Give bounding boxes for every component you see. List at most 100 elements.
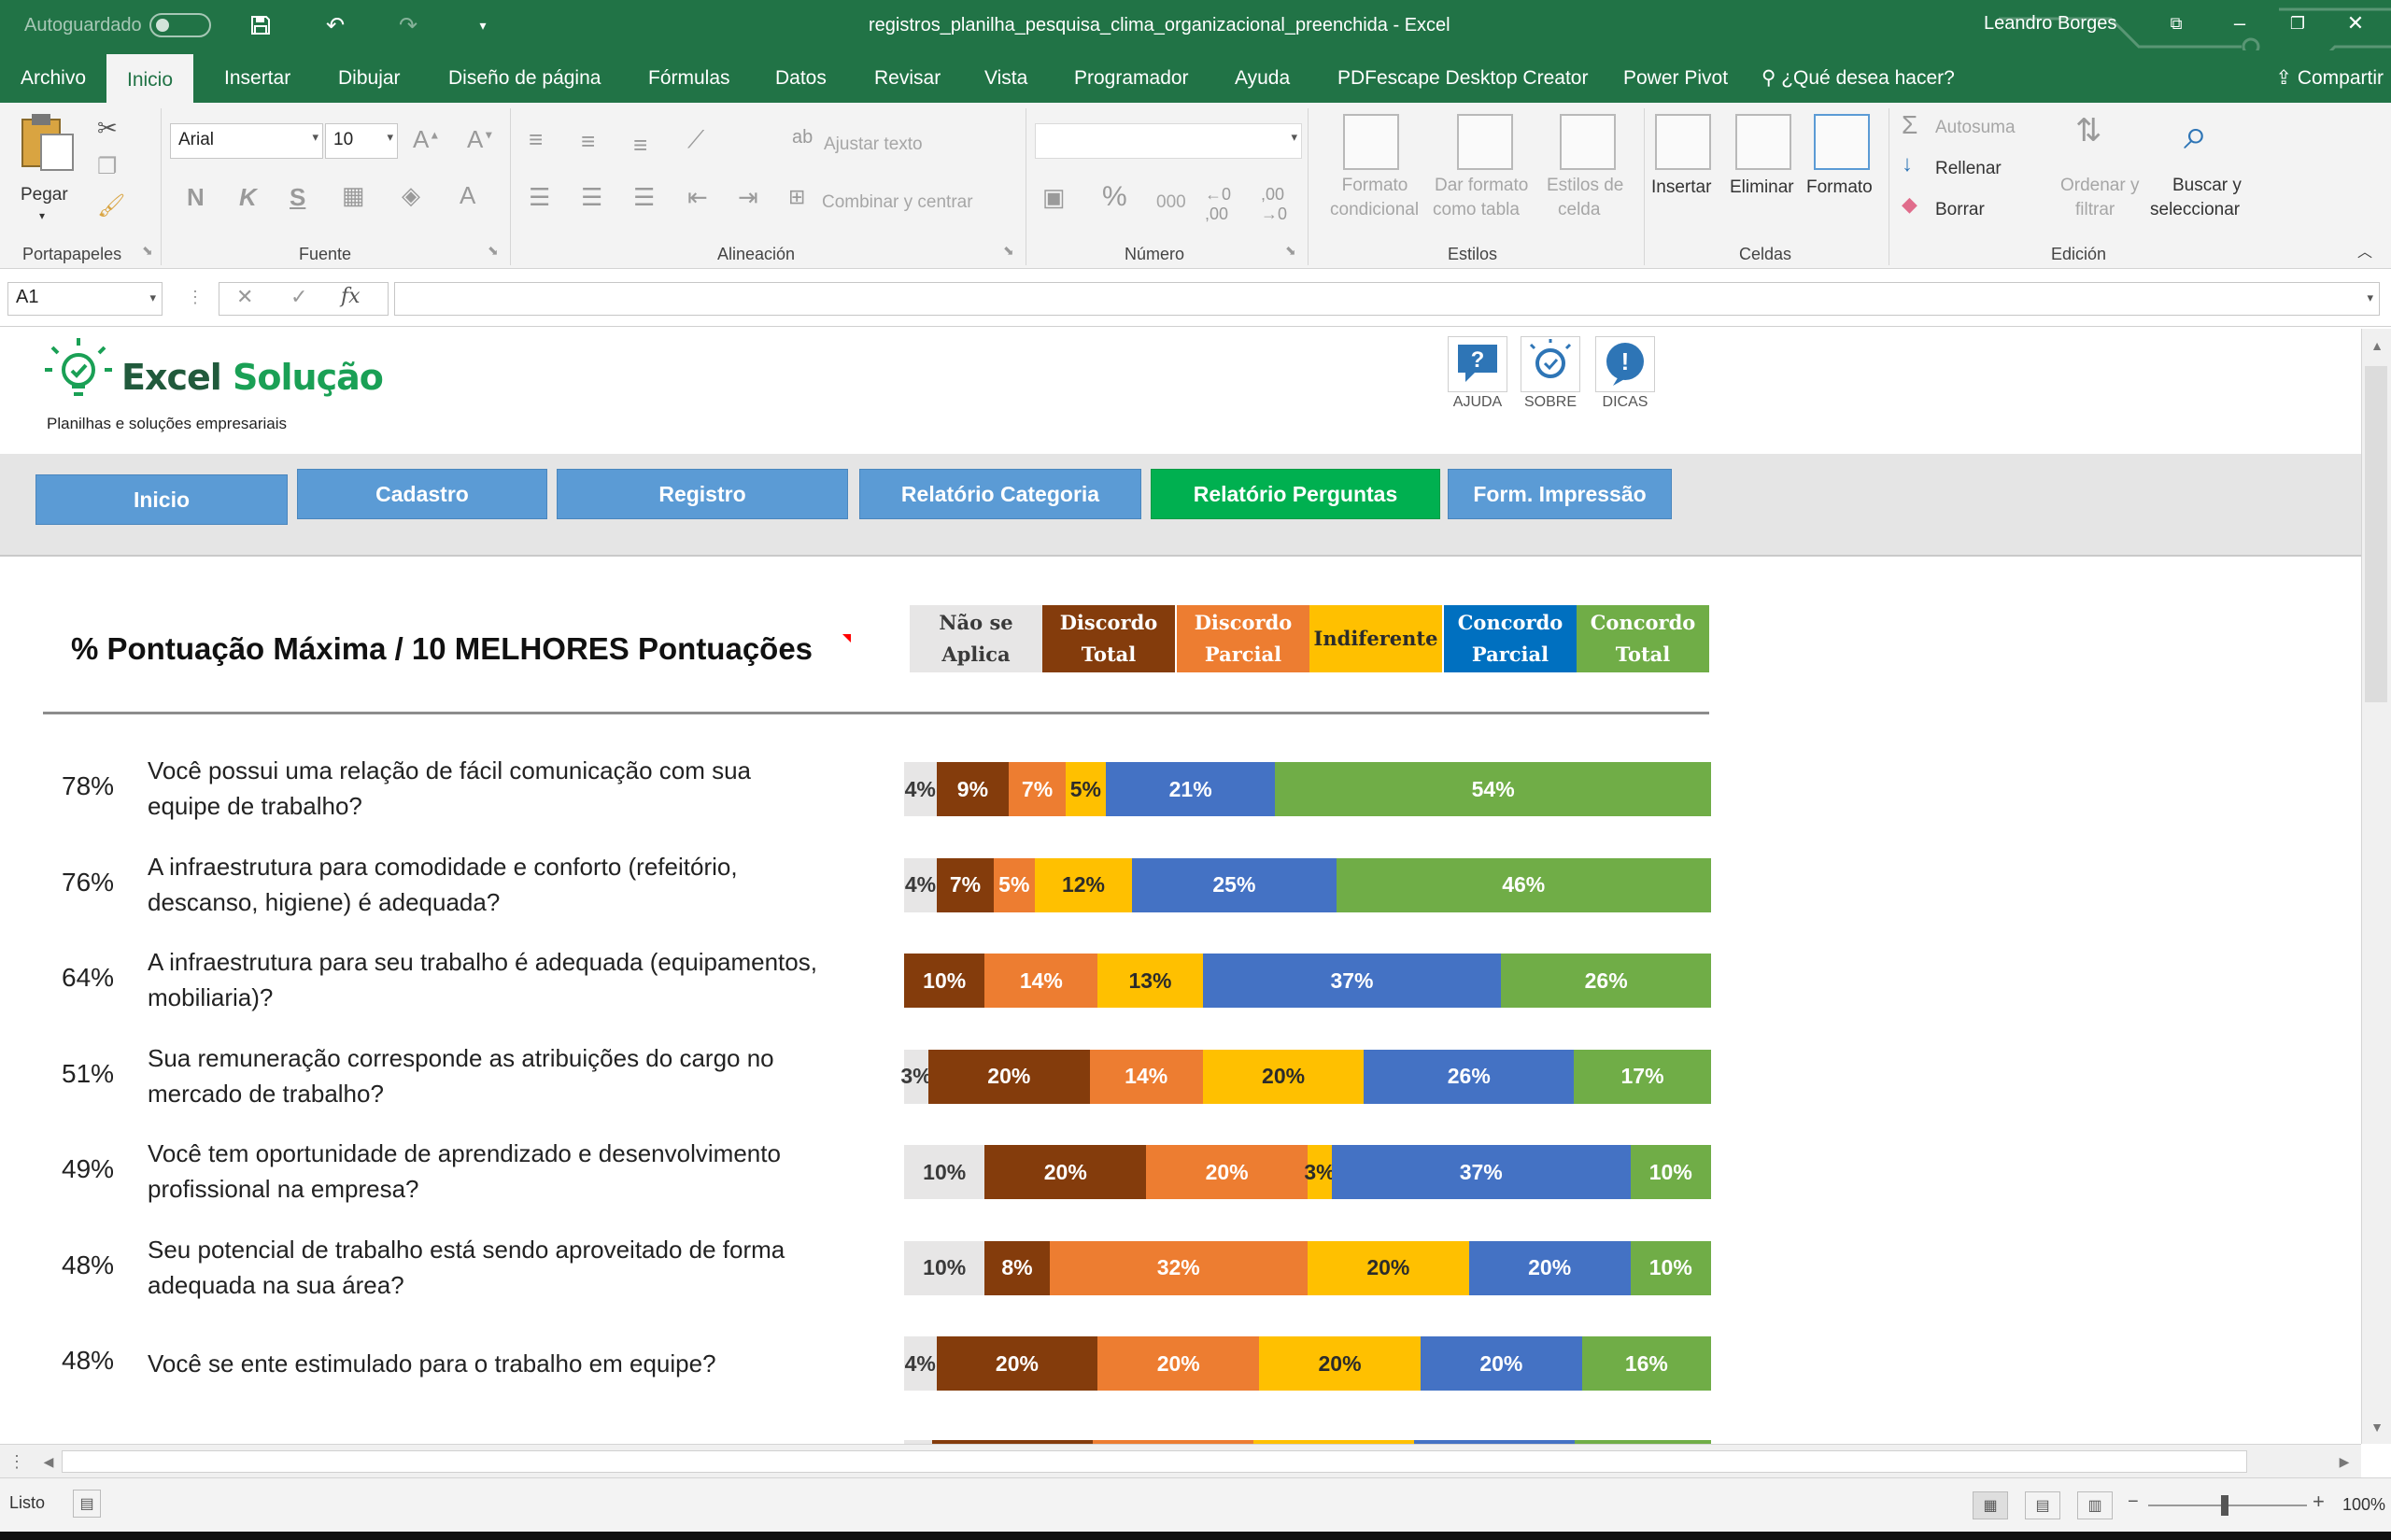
redo-icon[interactable]: ↷ (398, 12, 418, 38)
format-as-table-label-1[interactable]: Dar formato (1435, 176, 1529, 195)
clipboard-launcher-icon[interactable]: ⬊ (142, 243, 153, 258)
wrap-text-icon[interactable]: ab (792, 127, 814, 148)
decrease-indent-icon[interactable]: ⇤ (687, 183, 708, 211)
autosum-button[interactable]: Autosuma (1935, 118, 2016, 137)
cell-styles-label-1[interactable]: Estilos de (1547, 176, 1624, 195)
nav-form-impressao-button[interactable]: Form. Impressão (1448, 469, 1672, 519)
sort-filter-label-2[interactable]: filtrar (2075, 200, 2115, 219)
sort-filter-label-1[interactable]: Ordenar y (2060, 176, 2140, 195)
about-button[interactable] (1521, 336, 1580, 392)
horizontal-scrollbar[interactable]: ⋮ ◀ ▶ (0, 1444, 2361, 1477)
undo-icon[interactable]: ↶ (325, 12, 346, 38)
zoom-level[interactable]: 100% (2342, 1495, 2386, 1514)
autosum-icon[interactable]: Σ (1902, 110, 1918, 139)
align-middle-icon[interactable]: ≡ (581, 127, 596, 155)
scroll-left-icon[interactable]: ◀ (43, 1453, 54, 1469)
enter-icon[interactable]: ✓ (290, 285, 308, 308)
customize-quick-access-icon[interactable]: ▾ (479, 17, 487, 33)
nav-cadastro-button[interactable]: Cadastro (297, 469, 547, 519)
tab-archivo[interactable]: Archivo (21, 67, 87, 89)
decrease-decimal-icon[interactable]: ,00 →0 (1261, 185, 1288, 223)
font-name-combo[interactable]: Arial ▾ (170, 123, 323, 159)
minimize-icon[interactable]: – (2233, 11, 2246, 35)
tab-programador[interactable]: Programador (1074, 67, 1189, 89)
page-layout-view-icon[interactable]: ▤ (2025, 1491, 2060, 1519)
save-icon[interactable] (245, 9, 276, 41)
accounting-format-icon[interactable]: ▣ (1042, 183, 1066, 211)
font-size-combo[interactable]: 10 ▾ (325, 123, 398, 159)
cell-styles-label-2[interactable]: celda (1558, 200, 1601, 219)
align-bottom-icon[interactable]: ≡ (633, 131, 648, 159)
horizontal-scroll-thumb[interactable] (62, 1450, 2247, 1473)
increase-font-icon[interactable]: A▲ (413, 125, 441, 153)
tab-insertar[interactable]: Insertar (224, 67, 291, 89)
paste-button[interactable]: Pegar ▾ (15, 112, 80, 224)
autosave-toggle[interactable] (149, 13, 211, 37)
vertical-scroll-thumb[interactable] (2365, 366, 2387, 702)
alignment-launcher-icon[interactable]: ⬊ (1003, 243, 1014, 258)
number-launcher-icon[interactable]: ⬊ (1285, 243, 1296, 258)
format-as-table-icon[interactable] (1457, 114, 1513, 170)
italic-button[interactable]: K (239, 183, 257, 211)
fill-down-icon[interactable]: ↓ (1902, 151, 1913, 177)
delete-cells-icon[interactable] (1735, 114, 1791, 170)
zoom-in-icon[interactable]: + (2313, 1490, 2325, 1513)
share-button[interactable]: ⇪ Compartir (2275, 50, 2384, 103)
find-select-label-1[interactable]: Buscar y (2172, 176, 2242, 195)
fill-button[interactable]: Rellenar (1935, 159, 2002, 178)
orientation-icon[interactable]: ⟋ (687, 125, 705, 153)
cell-styles-icon[interactable] (1560, 114, 1616, 170)
font-color-icon[interactable]: A (460, 181, 476, 209)
align-left-icon[interactable]: ☰ (529, 183, 551, 211)
zoom-out-icon[interactable]: − (2128, 1491, 2139, 1512)
tab-vista[interactable]: Vista (984, 67, 1028, 89)
ribbon-display-options-icon[interactable]: ⧉ (2170, 13, 2183, 33)
copy-icon[interactable]: ❐ (97, 154, 118, 179)
tips-button[interactable]: ! (1595, 336, 1655, 392)
tab-pdfescape[interactable]: PDFescape Desktop Creator (1337, 67, 1589, 89)
zoom-slider-thumb[interactable] (2221, 1495, 2228, 1516)
delete-cells-button[interactable]: Eliminar (1730, 177, 1794, 197)
eraser-icon[interactable]: ◆ (1902, 192, 1917, 216)
scroll-down-icon[interactable]: ▼ (2370, 1420, 2384, 1434)
tab-power-pivot[interactable]: Power Pivot (1623, 67, 1729, 89)
clear-button[interactable]: Borrar (1935, 200, 1985, 219)
wrap-text-button[interactable]: Ajustar texto (824, 134, 923, 154)
increase-indent-icon[interactable]: ⇥ (738, 183, 758, 211)
help-button[interactable]: ? (1448, 336, 1507, 392)
find-select-label-2[interactable]: seleccionar (2150, 200, 2241, 219)
page-break-view-icon[interactable]: ▥ (2077, 1491, 2113, 1519)
fill-color-icon[interactable]: ◈ (402, 181, 420, 209)
insert-cells-icon[interactable] (1655, 114, 1711, 170)
comma-style-button[interactable]: 000 (1156, 192, 1186, 212)
tell-me-search[interactable]: ⚲ ¿Qué desea hacer? (1761, 50, 1955, 103)
format-as-table-label-2[interactable]: como tabla (1433, 200, 1520, 219)
borders-icon[interactable]: ▦ (342, 181, 365, 209)
nav-registro-button[interactable]: Registro (557, 469, 848, 519)
tab-inicio[interactable]: Inicio (106, 54, 194, 103)
restore-icon[interactable]: ❐ (2289, 13, 2306, 33)
name-box[interactable]: A1 ▾ (7, 282, 163, 316)
format-cells-icon[interactable] (1814, 114, 1870, 170)
tab-formulas[interactable]: Fórmulas (648, 67, 730, 89)
user-name[interactable]: Leandro Borges (1984, 13, 2117, 34)
nav-relatorio-categoria-button[interactable]: Relatório Categoria (859, 469, 1141, 519)
scroll-right-icon[interactable]: ▶ (2339, 1453, 2350, 1469)
conditional-format-icon[interactable] (1343, 114, 1399, 170)
nav-inicio-button[interactable]: Inicio (35, 474, 288, 525)
align-top-icon[interactable]: ≡ (529, 125, 544, 153)
cut-icon[interactable]: ✂ (97, 114, 118, 142)
font-launcher-icon[interactable]: ⬊ (488, 243, 499, 258)
conditional-format-label-2[interactable]: condicional (1330, 200, 1420, 219)
normal-view-icon[interactable]: ▦ (1973, 1491, 2008, 1519)
worksheet[interactable]: Excel Solução Planilhas e soluções empre… (0, 329, 2361, 1444)
align-center-icon[interactable]: ☰ (581, 183, 603, 211)
tab-diseno-pagina[interactable]: Diseño de página (448, 67, 601, 89)
underline-button[interactable]: S (290, 183, 306, 211)
cancel-icon[interactable]: ✕ (236, 285, 254, 308)
number-format-combo[interactable]: ▾ (1035, 123, 1302, 159)
tab-ayuda[interactable]: Ayuda (1235, 67, 1291, 89)
format-painter-icon[interactable]: 🖌 (97, 193, 126, 219)
expand-formula-bar-icon[interactable]: ▾ (2367, 290, 2373, 304)
increase-decimal-icon[interactable]: ←0,00 (1205, 185, 1232, 223)
